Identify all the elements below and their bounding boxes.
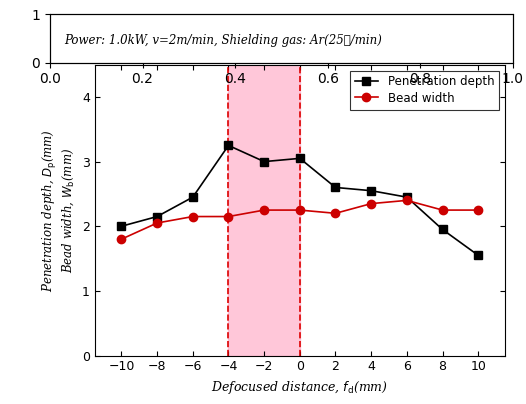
Penetration depth	[297, 156, 303, 161]
Line: Penetration depth: Penetration depth	[117, 141, 482, 259]
Bead width	[225, 214, 231, 219]
Bar	[228, 65, 300, 356]
X-axis label: Defocused distance, $f_{\mathrm{d}}$(mm): Defocused distance, $f_{\mathrm{d}}$(mm)	[211, 379, 388, 396]
Penetration depth	[332, 185, 339, 190]
Penetration depth	[439, 227, 446, 232]
Bead width	[297, 208, 303, 213]
Bead width	[190, 214, 196, 219]
Penetration depth	[403, 195, 410, 200]
Bead width	[368, 201, 375, 206]
Penetration depth	[225, 143, 231, 148]
Line: Bead width: Bead width	[117, 196, 482, 243]
Bead width	[332, 211, 339, 216]
Bead width	[403, 198, 410, 203]
Legend: Penetration depth, Bead width: Penetration depth, Bead width	[350, 71, 499, 109]
Penetration depth	[154, 214, 160, 219]
Penetration depth	[475, 253, 481, 258]
Bead width	[154, 221, 160, 225]
Text: Power: 1.0kW, v=2m/min, Shielding gas: Ar(25ℓ/min): Power: 1.0kW, v=2m/min, Shielding gas: A…	[64, 34, 382, 47]
Bead width	[475, 208, 481, 213]
Penetration depth	[118, 224, 125, 229]
Penetration depth	[261, 159, 267, 164]
Bead width	[118, 237, 125, 242]
Penetration depth	[368, 188, 375, 193]
Bead width	[261, 208, 267, 213]
Y-axis label: Penetration depth, $D_{\mathrm{p}}$(mm)
Bead width, $W_{\mathrm{b}}$(mm): Penetration depth, $D_{\mathrm{p}}$(mm) …	[41, 128, 76, 292]
Bead width	[439, 208, 446, 213]
Penetration depth	[190, 195, 196, 200]
